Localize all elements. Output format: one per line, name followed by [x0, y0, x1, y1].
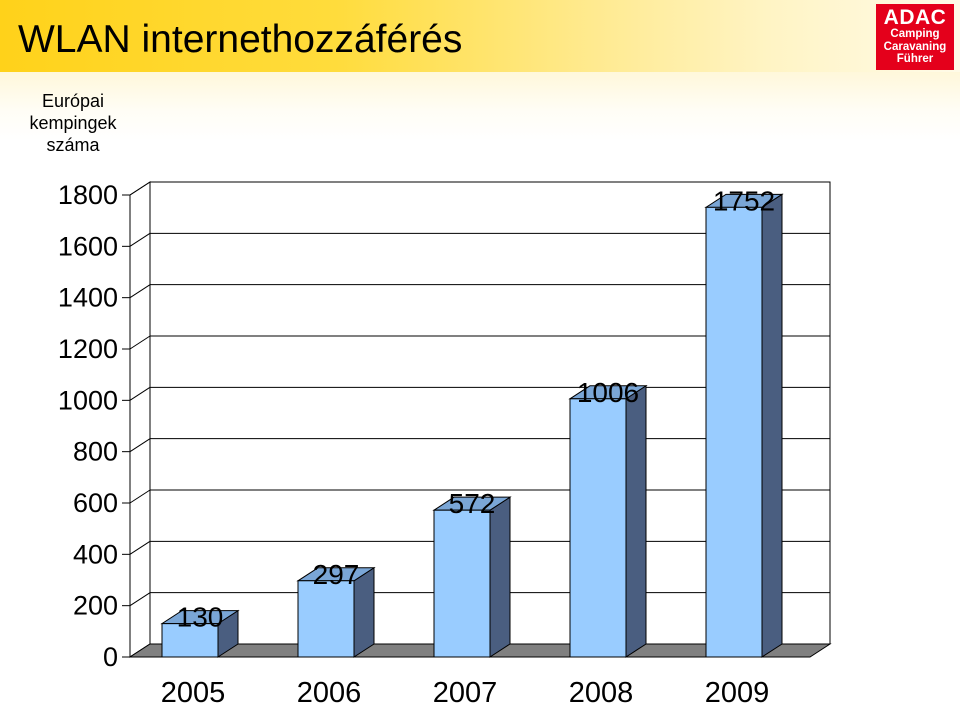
gridline-side-1000 [129, 386, 151, 401]
data-label-2005: 130 [177, 602, 224, 633]
bar-2005 [161, 623, 219, 658]
bar-2008 [569, 398, 627, 658]
title-band [0, 0, 960, 72]
bar-2009 [705, 206, 763, 658]
bar-side-2007 [489, 496, 511, 658]
y-tick-label-0: 0 [103, 642, 118, 672]
y-tick-label-200: 200 [73, 591, 118, 621]
x-tick-label-2007: 2007 [433, 677, 498, 709]
x-tick-label-2006: 2006 [297, 677, 362, 709]
x-tick-label-2009: 2009 [705, 677, 770, 709]
bar-side-2009 [761, 193, 783, 658]
y-tick-label-1400: 1400 [58, 283, 118, 313]
gridline-side-1800 [129, 181, 151, 196]
gridline-side-400 [129, 540, 151, 555]
bar-2007 [433, 509, 491, 658]
y-axis-label-line-3: száma [46, 135, 100, 155]
gridline-side-600 [129, 489, 151, 504]
logo-line-2: Caravaning [883, 40, 947, 53]
data-label-2006: 297 [313, 559, 360, 590]
logo-brand: ADAC [883, 6, 947, 29]
bar-2006 [297, 580, 355, 658]
gridline-side-200 [129, 592, 151, 607]
adac-logo: ADAC Camping Caravaning Führer [876, 4, 954, 70]
y-tick-label-600: 600 [73, 488, 118, 518]
gridline-side-1400 [129, 284, 151, 299]
y-tick-label-400: 400 [73, 539, 118, 569]
logo-line-1: Camping [890, 28, 940, 40]
gridline-side-1200 [129, 335, 151, 350]
logo-line-3: Führer [896, 53, 934, 65]
page-title: WLAN internethozzáférés [18, 18, 463, 61]
y-tick-label-1600: 1600 [58, 231, 118, 261]
data-label-2009: 1752 [713, 185, 775, 216]
x-tick-label-2005: 2005 [161, 677, 226, 709]
y-tick-label-800: 800 [73, 437, 118, 467]
data-label-2007: 572 [449, 488, 496, 519]
y-tick-label-1800: 1800 [58, 180, 118, 210]
data-label-2008: 1006 [577, 377, 639, 408]
gridline-side-800 [129, 438, 151, 453]
x-tick-label-2008: 2008 [569, 677, 634, 709]
y-axis-label-line-1: Európai [41, 91, 105, 111]
y-tick-label-1000: 1000 [58, 385, 118, 415]
y-axis-label-line-2: kempingek [29, 113, 117, 133]
bar-side-2008 [625, 384, 647, 658]
y-axis-label: Európai kempingek száma [8, 90, 138, 156]
gridline-side-1600 [129, 232, 151, 247]
y-tick-label-1200: 1200 [58, 334, 118, 364]
side-wall [129, 181, 151, 658]
